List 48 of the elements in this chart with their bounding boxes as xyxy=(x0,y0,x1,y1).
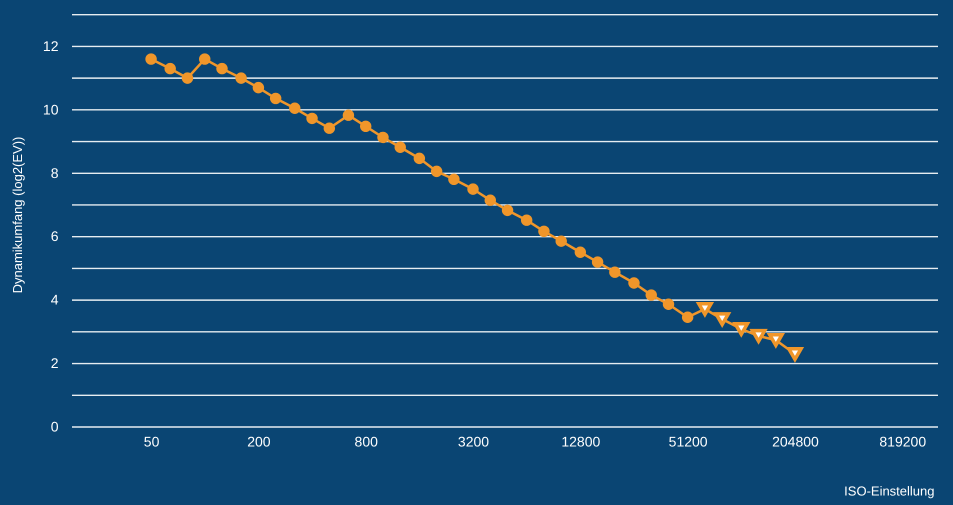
point xyxy=(556,235,567,247)
point xyxy=(216,62,228,74)
point xyxy=(164,62,176,74)
point xyxy=(235,72,247,84)
y-axis-title: Dynamikumfang (log2(EV)) xyxy=(10,136,25,294)
x-tick-label: 3200 xyxy=(458,434,490,450)
point xyxy=(145,53,157,65)
point xyxy=(199,53,210,65)
point xyxy=(502,204,514,216)
point xyxy=(448,174,460,185)
point xyxy=(270,92,282,104)
point xyxy=(394,142,406,153)
point xyxy=(342,110,354,121)
point xyxy=(646,289,657,301)
x-tick-label: 819200 xyxy=(879,434,926,450)
x-tick-label: 51200 xyxy=(668,434,708,450)
point xyxy=(592,256,604,268)
point xyxy=(662,298,674,310)
y-tick-label: 8 xyxy=(50,164,59,181)
y-tick-label: 12 xyxy=(42,38,59,54)
point xyxy=(484,194,496,206)
point xyxy=(628,277,640,289)
x-tick-label: 200 xyxy=(247,434,271,450)
point xyxy=(182,72,194,84)
point xyxy=(430,166,442,178)
y-tick-label: 0 xyxy=(50,418,59,434)
point xyxy=(520,214,532,226)
point xyxy=(289,102,300,114)
point xyxy=(377,132,389,144)
point xyxy=(467,183,479,195)
point xyxy=(574,246,586,258)
point xyxy=(609,266,621,278)
x-tick-label: 50 xyxy=(144,434,160,450)
y-tick-label: 10 xyxy=(42,101,59,118)
point xyxy=(306,112,318,124)
point xyxy=(360,120,372,132)
y-tick-label: 2 xyxy=(50,355,59,372)
y-tick-label: 6 xyxy=(50,228,59,244)
x-tick-label: 204800 xyxy=(772,434,820,450)
x-tick-label: 12800 xyxy=(561,434,600,450)
x-tick-label: 800 xyxy=(354,434,378,450)
point xyxy=(414,152,426,164)
x-axis-title: ISO-Einstellung xyxy=(844,484,934,498)
y-tick-label: 4 xyxy=(50,292,59,308)
point xyxy=(538,226,550,237)
point xyxy=(252,82,264,94)
point xyxy=(324,122,336,134)
point xyxy=(682,312,694,323)
